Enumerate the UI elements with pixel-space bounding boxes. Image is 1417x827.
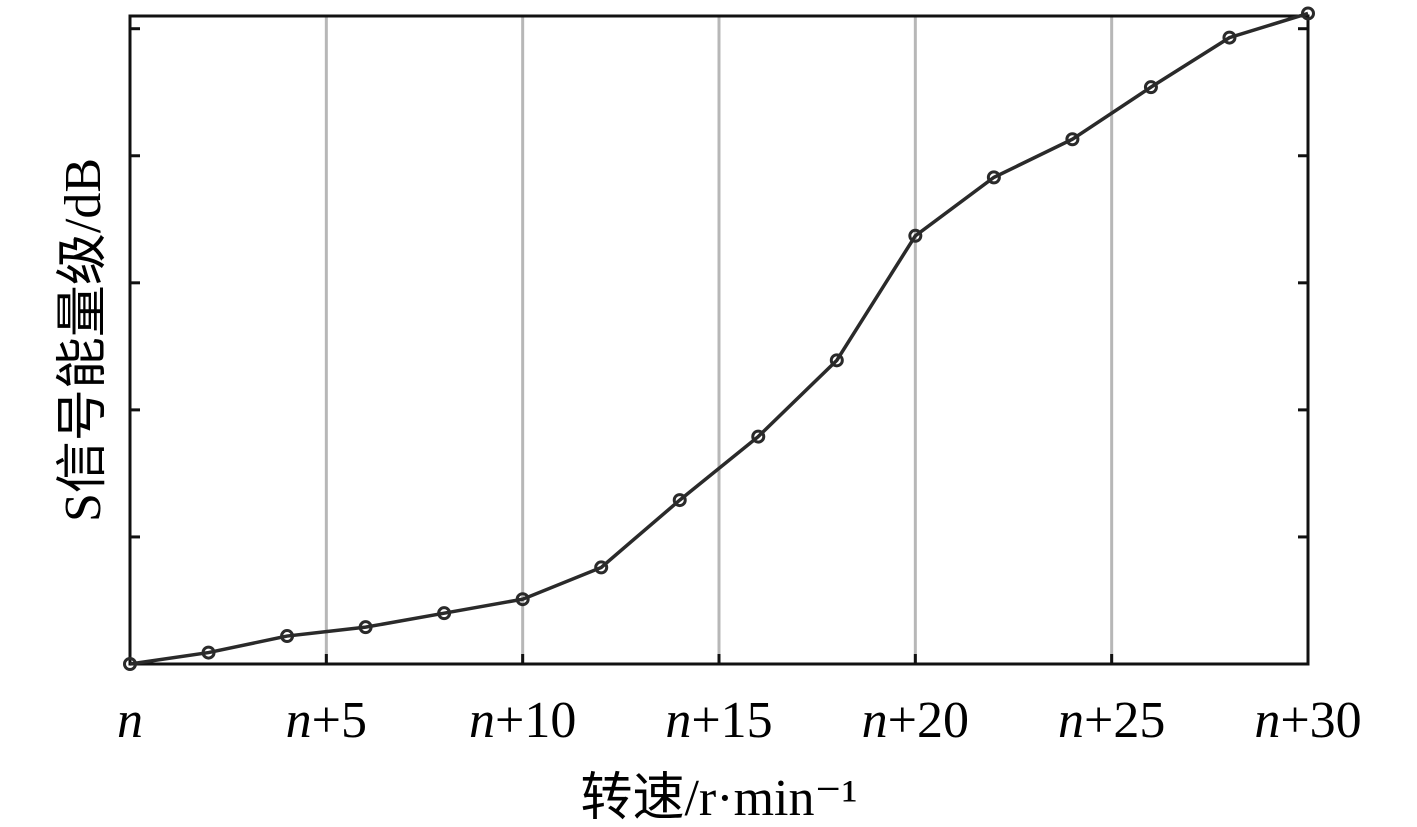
x-tick-label-3: n+15	[665, 692, 772, 749]
data-point-5	[515, 592, 530, 607]
series-line-0	[129, 11, 1309, 666]
x-tick-label-0: n	[117, 692, 143, 749]
data-point-8	[751, 429, 766, 444]
x-tick-label-2: n+10	[469, 692, 576, 749]
x-tick-labels: n n+5 n+10 n+15 n+20 n+25 n+30	[117, 692, 1362, 749]
data-point-13	[1143, 80, 1158, 95]
data-series	[123, 6, 1315, 671]
data-point-3	[358, 620, 373, 635]
plot-frame	[128, 14, 1310, 666]
x-tick-label-6: n+30	[1254, 692, 1361, 749]
data-point-11	[986, 170, 1001, 185]
data-point-9	[829, 353, 844, 368]
data-point-4	[437, 606, 452, 621]
data-point-12	[1065, 132, 1080, 147]
x-tick-label-4: n+20	[862, 692, 969, 749]
data-point-10	[908, 228, 923, 243]
data-point-1	[201, 645, 216, 660]
data-point-0	[123, 657, 137, 671]
data-point-15	[1301, 6, 1315, 21]
y-axis-title: S信号能量级/dB	[55, 158, 112, 522]
data-point-14	[1222, 30, 1237, 45]
data-point-2	[280, 629, 295, 644]
data-point-6	[594, 560, 609, 575]
data-point-7	[672, 493, 687, 508]
vertical-grid	[324, 16, 1114, 664]
x-axis-title: 转速/r·min⁻¹	[580, 770, 857, 827]
x-tick-label-1: n+5	[286, 692, 367, 749]
x-tick-label-5: n+25	[1058, 692, 1165, 749]
